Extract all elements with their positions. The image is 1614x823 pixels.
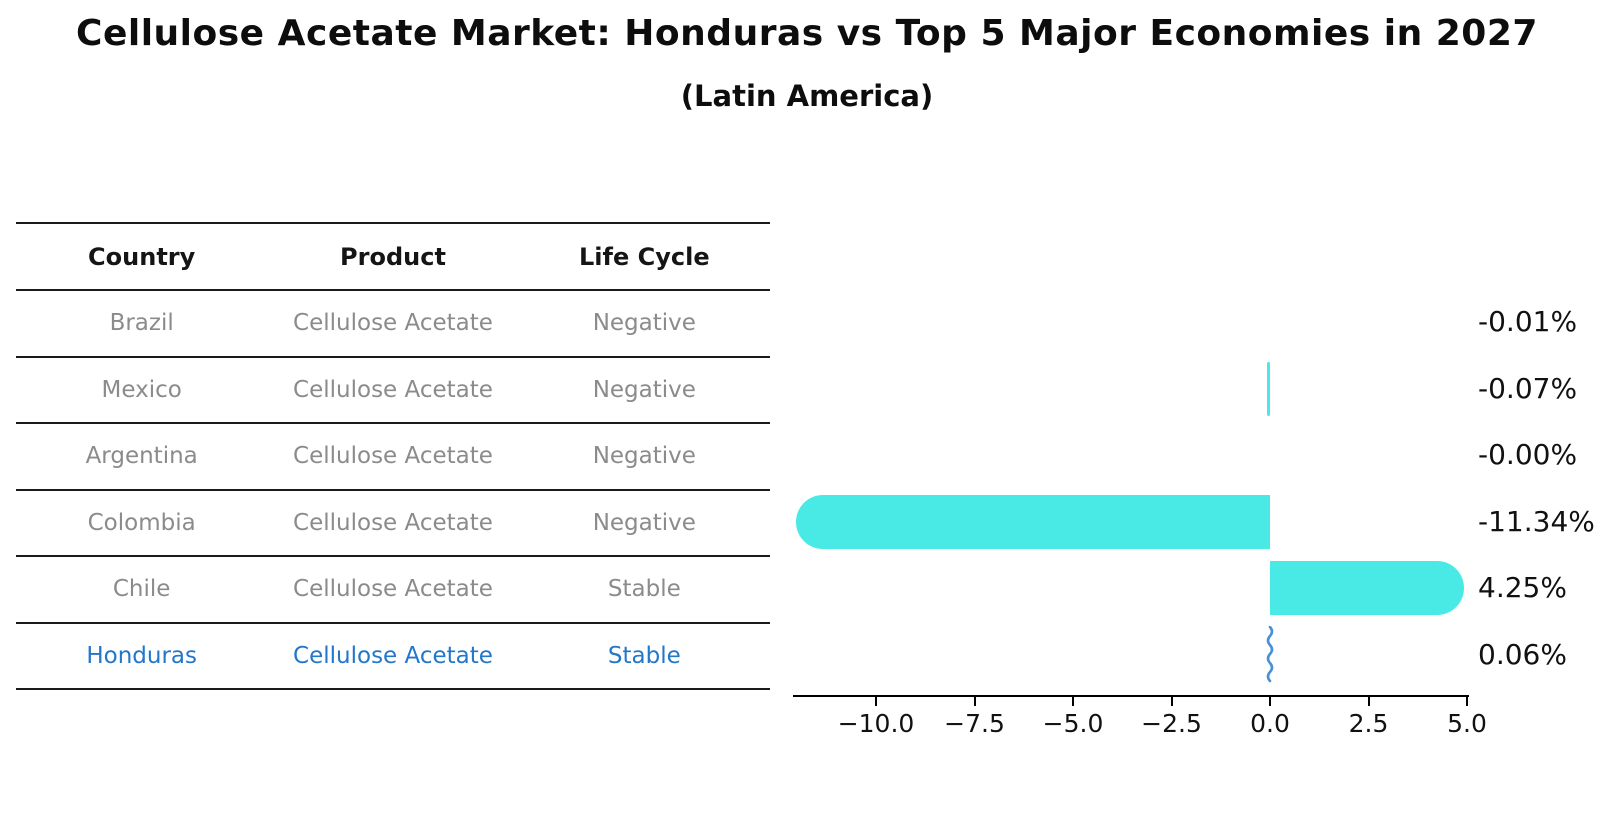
table-row-mexico: Mexico Cellulose Acetate Negative <box>16 358 770 424</box>
cell-country: Colombia <box>87 509 196 536</box>
cell-life-cycle: Negative <box>592 443 696 470</box>
x-tick <box>1367 697 1370 706</box>
chart-subtitle: (Latin America) <box>680 79 934 113</box>
table-row-colombia: Colombia Cellulose Acetate Negative <box>16 491 770 557</box>
cell-country: Mexico <box>101 376 182 403</box>
cell-life-cycle: Negative <box>592 310 696 337</box>
table-row-argentina: Argentina Cellulose Acetate Negative <box>16 424 770 491</box>
value-label-chile: 4.25% <box>1478 571 1567 605</box>
x-tick <box>1466 697 1468 706</box>
cell-country: Argentina <box>85 443 198 470</box>
x-tick <box>1170 697 1173 706</box>
cell-product: Cellulose Acetate <box>293 310 493 337</box>
x-tick-label: −7.5 <box>944 709 1005 738</box>
chart-bar-chile <box>1270 561 1465 616</box>
x-tick-label: −2.5 <box>1141 709 1202 738</box>
x-axis-line <box>793 695 1469 698</box>
chart-title: Cellulose Acetate Market: Honduras vs To… <box>76 13 1538 54</box>
cell-country: Honduras <box>86 642 197 669</box>
value-label-mexico: -0.07% <box>1478 371 1578 405</box>
column-header-life-cycle: Life Cycle <box>579 242 710 271</box>
x-tick <box>1269 697 1271 706</box>
cell-life-cycle: Stable <box>607 576 681 603</box>
x-tick <box>875 697 877 706</box>
x-tick-label: 5.0 <box>1447 709 1487 738</box>
value-label-honduras: 0.06% <box>1478 637 1567 671</box>
table-header-row: Country Product Life Cycle <box>16 224 770 291</box>
cell-product: Cellulose Acetate <box>293 642 493 669</box>
cell-life-cycle: Stable <box>607 642 681 669</box>
x-tick-label: −10.0 <box>837 709 915 738</box>
x-tick-label: 0.0 <box>1250 709 1290 738</box>
honduras-squiggle-marker <box>1266 625 1274 683</box>
x-tick-label: −5.0 <box>1042 709 1104 738</box>
cell-product: Cellulose Acetate <box>293 443 493 470</box>
column-header-product: Product <box>340 242 446 271</box>
cell-country: Chile <box>112 576 171 603</box>
table-row-brazil: Brazil Cellulose Acetate Negative <box>16 291 770 358</box>
value-label-argentina: -0.00% <box>1478 438 1578 472</box>
value-label-brazil: -0.01% <box>1478 305 1578 339</box>
x-tick-label: 2.5 <box>1348 709 1389 738</box>
x-tick <box>1072 697 1074 706</box>
cell-product: Cellulose Acetate <box>293 576 493 603</box>
x-tick <box>973 697 976 706</box>
chart-bar-colombia <box>796 494 1270 549</box>
cell-product: Cellulose Acetate <box>293 509 493 536</box>
cell-life-cycle: Negative <box>592 509 696 536</box>
cell-country: Brazil <box>109 310 174 337</box>
cell-life-cycle: Negative <box>592 376 696 403</box>
table-row-chile: Chile Cellulose Acetate Stable <box>16 557 770 624</box>
table-row-honduras: Honduras Cellulose Acetate Stable <box>16 624 770 690</box>
value-label-colombia: -11.34% <box>1478 504 1595 538</box>
chart-bar-mexico <box>1267 361 1270 416</box>
country-table: Country Product Life Cycle Brazil Cellul… <box>16 222 770 690</box>
cell-product: Cellulose Acetate <box>293 376 493 403</box>
column-header-country: Country <box>88 242 196 271</box>
